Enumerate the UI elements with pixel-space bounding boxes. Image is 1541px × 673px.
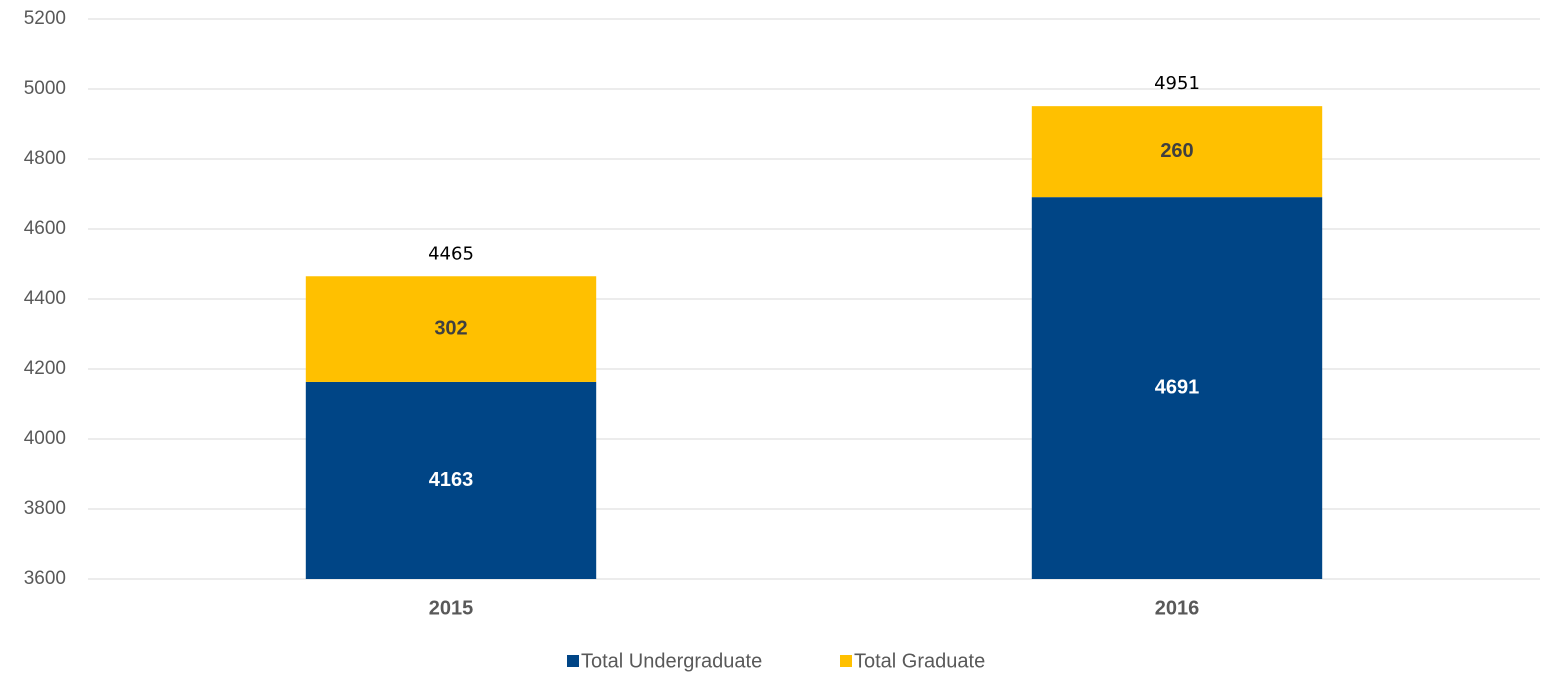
x-tick-label: 2016 — [1155, 597, 1200, 619]
data-label: 4163 — [429, 469, 474, 491]
y-tick-label: 4200 — [24, 358, 66, 379]
y-tick-label: 4000 — [24, 428, 66, 449]
total-label: 4951 — [1154, 73, 1200, 94]
legend-label: Total Graduate — [854, 650, 985, 672]
bar-segment — [305, 381, 597, 579]
y-tick-label: 4400 — [24, 288, 66, 309]
y-tick-label: 5200 — [24, 8, 66, 29]
x-tick-label: 2015 — [429, 597, 474, 619]
y-tick-label: 3800 — [24, 498, 66, 519]
total-label: 4465 — [428, 243, 474, 264]
data-label: 4691 — [1155, 376, 1200, 398]
bar-segment — [305, 276, 597, 382]
data-label: 302 — [434, 317, 467, 339]
data-label: 260 — [1160, 140, 1193, 162]
y-tick-label: 3600 — [24, 568, 66, 589]
y-tick-label: 5000 — [24, 78, 66, 99]
legend-marker — [840, 655, 852, 667]
y-tick-label: 4800 — [24, 148, 66, 169]
legend-label: Total Undergraduate — [581, 650, 762, 672]
bar-segment — [1031, 106, 1323, 198]
bar-segment — [1031, 197, 1323, 579]
legend-marker — [567, 655, 579, 667]
y-tick-label: 4600 — [24, 218, 66, 239]
